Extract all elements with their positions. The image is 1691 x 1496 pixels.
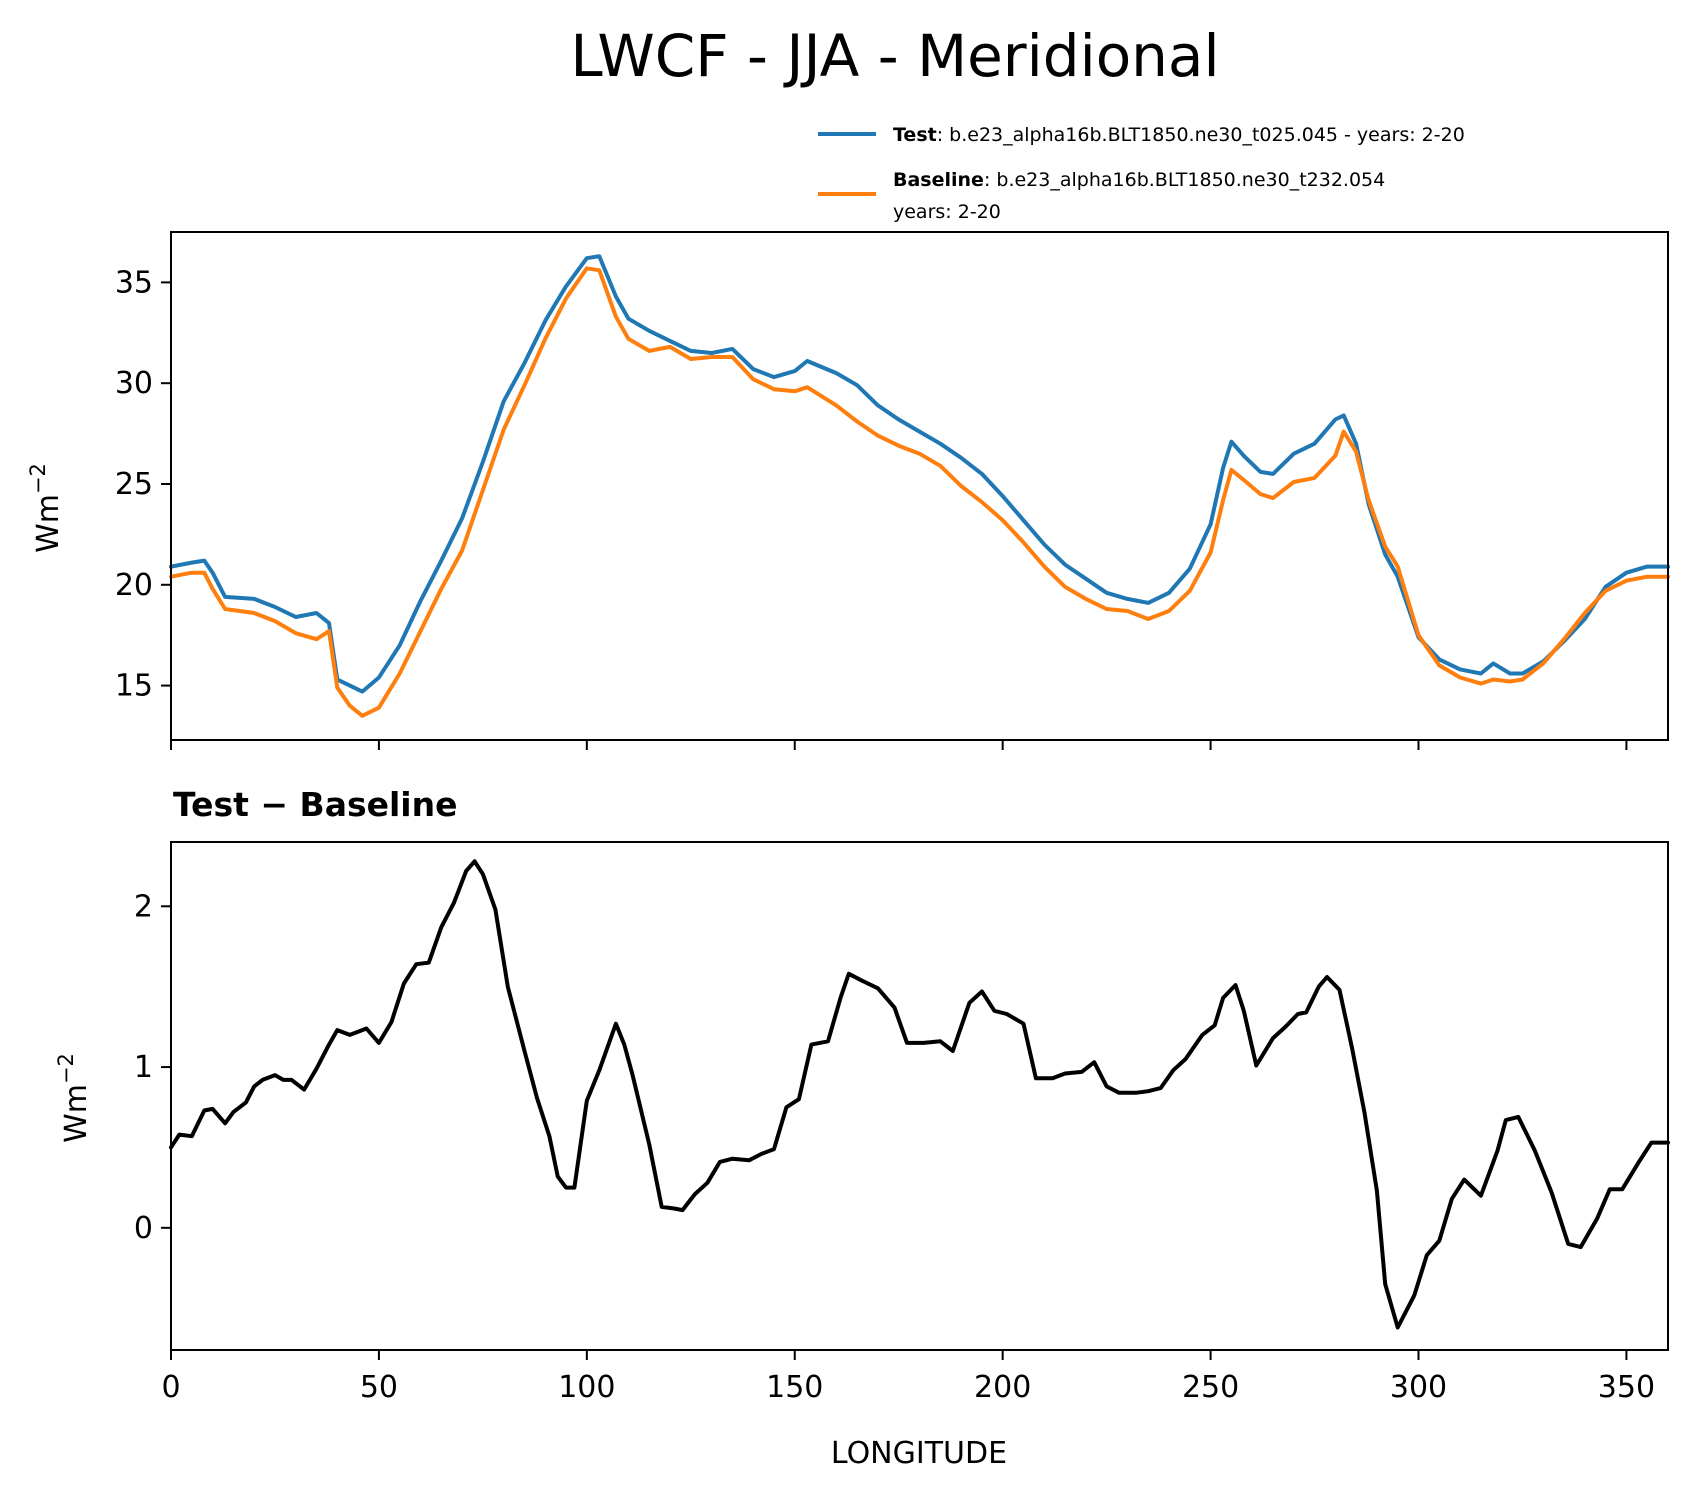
legend-baseline-description-line2: years: 2-20 xyxy=(893,201,1001,223)
y-tick-label: 1 xyxy=(134,1050,153,1085)
legend-test-name: Test xyxy=(893,124,937,146)
y-tick-label: 2 xyxy=(134,889,153,924)
bottom-plot-frame xyxy=(170,841,1669,1351)
top-y-ticks: 15 20 25 30 35 xyxy=(115,265,171,704)
x-tick-label: 300 xyxy=(1390,1370,1447,1405)
top-ylabel-base: Wm xyxy=(31,494,66,553)
top-ylabel-exponent: −2 xyxy=(26,463,50,494)
x-axis-label: LONGITUDE xyxy=(831,1436,1007,1471)
bottom-series xyxy=(169,859,1670,1330)
bottom-panel-title: Test − Baseline xyxy=(173,785,458,824)
y-tick-label: 0 xyxy=(134,1211,153,1246)
x-tick-label: 200 xyxy=(974,1370,1031,1405)
y-tick-label: 35 xyxy=(115,265,153,300)
y-tick-label: 30 xyxy=(115,366,153,401)
bottom-y-ticks: 0 1 2 xyxy=(134,889,171,1246)
legend-test-description: : b.e23_alpha16b.BLT1850.ne30_t025.045 -… xyxy=(937,124,1465,146)
top-plot-frame xyxy=(170,231,1669,741)
top-ylabel: Wm−2 xyxy=(26,463,66,553)
y-tick-label: 20 xyxy=(115,568,153,603)
legend-baseline-entry: Baseline: b.e23_alpha16b.BLT1850.ne30_t2… xyxy=(893,169,1385,191)
legend-baseline-name: Baseline xyxy=(893,169,984,191)
bottom-ylabel-exponent: −2 xyxy=(54,1053,78,1084)
top-panel: Wm−2 15 20 25 30 35 xyxy=(26,231,1670,750)
bottom-panel: Test − Baseline Wm−2 0 1 2 0 50 100 150 200 250… xyxy=(54,785,1670,1471)
x-tick-label: 0 xyxy=(161,1370,180,1405)
y-tick-label: 25 xyxy=(115,467,153,502)
legend-baseline-description: : b.e23_alpha16b.BLT1850.ne30_t232.054 xyxy=(984,169,1385,191)
top-series xyxy=(169,254,1670,718)
legend-test-entry: Test: b.e23_alpha16b.BLT1850.ne30_t025.0… xyxy=(893,124,1465,146)
chart-title: LWCF - JJA - Meridional xyxy=(570,22,1219,90)
x-tick-label: 350 xyxy=(1598,1370,1655,1405)
series-line-baseline xyxy=(169,266,1670,718)
top-x-ticks xyxy=(170,740,1628,750)
bottom-ylabel: Wm−2 xyxy=(54,1053,94,1143)
bottom-ylabel-base: Wm xyxy=(59,1084,94,1143)
x-tick-label: 50 xyxy=(360,1370,398,1405)
legend: Test: b.e23_alpha16b.BLT1850.ne30_t025.0… xyxy=(818,124,1465,223)
x-tick-label: 250 xyxy=(1182,1370,1239,1405)
x-tick-label: 150 xyxy=(766,1370,823,1405)
bottom-x-ticks: 0 50 100 150 200 250 300 350 xyxy=(161,1350,1655,1405)
x-tick-label: 100 xyxy=(558,1370,615,1405)
series-line-test-baseline xyxy=(169,859,1670,1330)
y-tick-label: 15 xyxy=(115,669,153,704)
